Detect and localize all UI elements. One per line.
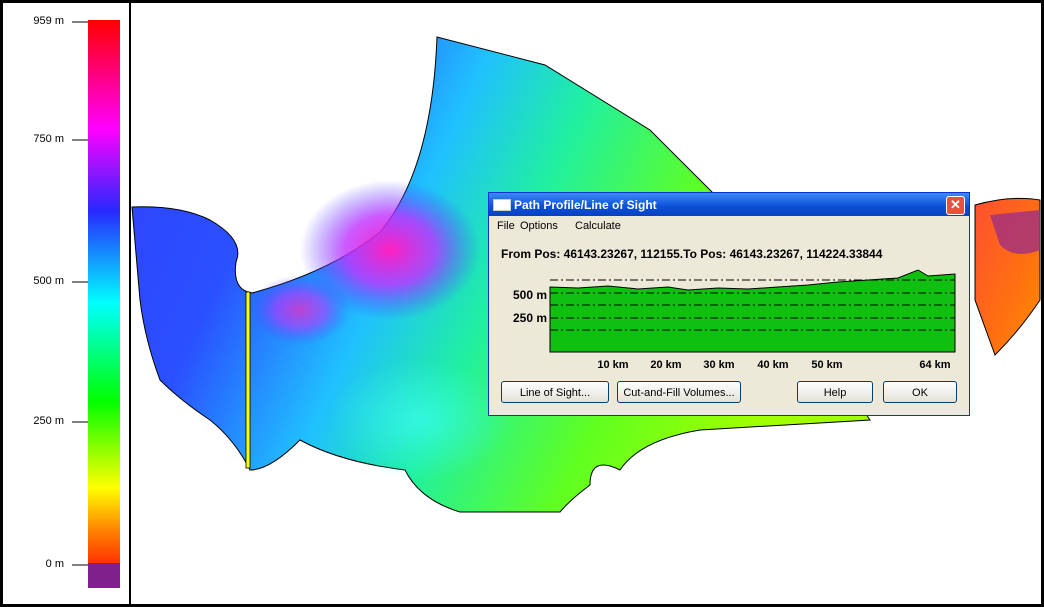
profile-y-label: 250 m	[497, 311, 547, 325]
profile-x-label: 30 km	[694, 359, 744, 371]
legend-tick-label: 959 m	[4, 15, 64, 27]
profile-x-label: 64 km	[910, 359, 960, 371]
legend-tick-label: 0 m	[4, 558, 64, 570]
color-bar-below	[88, 563, 120, 588]
screen: 959 m 750 m 500 m 250 m 0 m Path Profile…	[0, 0, 1044, 607]
profile-x-label: 40 km	[748, 359, 798, 371]
profile-x-label: 10 km	[588, 359, 638, 371]
line-of-sight-button[interactable]: Line of Sight...	[501, 381, 609, 403]
cut-fill-button[interactable]: Cut-and-Fill Volumes...	[617, 381, 741, 403]
profile-x-label: 20 km	[641, 359, 691, 371]
help-button[interactable]: Help	[797, 381, 873, 403]
legend-ticks	[72, 22, 88, 565]
ok-button[interactable]: OK	[883, 381, 957, 403]
profile-area	[550, 270, 955, 352]
dialog: Path Profile/Line of Sight ✕ File Option…	[488, 192, 970, 416]
profile-path	[246, 292, 250, 468]
profile-x-label: 50 km	[802, 359, 852, 371]
legend-tick-label: 750 m	[4, 133, 64, 145]
legend-tick-label: 250 m	[4, 415, 64, 427]
color-bar	[88, 20, 120, 564]
legend-tick-label: 500 m	[4, 275, 64, 287]
profile-y-label: 500 m	[497, 288, 547, 302]
